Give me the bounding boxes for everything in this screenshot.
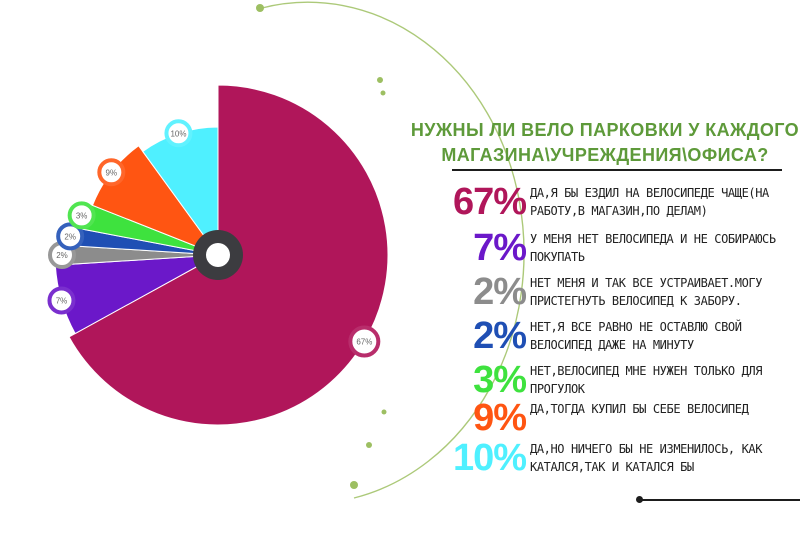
slice-label-2: 7% [56, 296, 68, 305]
decorative-dot [256, 4, 264, 12]
legend-percent: 3% [473, 359, 527, 401]
legend-item-3: 2% Нет меня и так все устраивает.Могу при… [440, 270, 790, 314]
legend-text: Нет,я все равно не оставлю свой велосипе… [530, 320, 742, 352]
slice-label-badge-1 [348, 325, 381, 358]
slice-label-badge-6 [97, 158, 126, 187]
legend-item-4: 2% Нет,я все равно не оставлю свой велоси… [440, 314, 790, 358]
legend-text: У меня нет велосипеда и не собираюсь пок… [530, 232, 776, 264]
center-hub-hole [206, 243, 230, 267]
decorative-dot [350, 481, 358, 489]
legend-text: Да,тогда купил бы себе велосипед [530, 402, 749, 416]
legend-text: Нет,велосипед мне нужен только для прогу… [530, 364, 763, 396]
slice-label-6: 9% [106, 168, 118, 177]
bottom-divider [640, 499, 800, 501]
legend-item-2: 7% У меня нет велосипеда и не собираюсь п… [440, 226, 790, 270]
legend-text: Да,но ничего бы не изменилось, как катал… [530, 442, 763, 474]
decorative-dot [377, 77, 383, 83]
decorative-dot [380, 90, 386, 96]
slice-label-7: 10% [170, 129, 186, 138]
slice-label-badge-4 [56, 222, 85, 251]
decorative-dot [366, 442, 372, 448]
chart-title: НУЖНЫ ЛИ ВЕЛО ПАРКОВКИ У КАЖДОГО МАГАЗИН… [410, 120, 800, 165]
legend-text: Нет меня и так все устраивает.Могу прист… [530, 276, 763, 308]
slice-label-badge-7 [164, 119, 193, 148]
decorative-dot [381, 409, 387, 415]
legend-item-5: 3% Нет,велосипед мне нужен только для про… [440, 358, 790, 402]
title-divider [452, 169, 782, 171]
slice-label-3: 2% [56, 251, 68, 260]
legend-text: Да,я бы ездил на велосипеде чаще(на рабо… [530, 186, 769, 218]
slice-label-4: 2% [64, 232, 76, 241]
slice-label-1: 67% [356, 338, 372, 347]
legend-percent: 2% [473, 271, 527, 313]
legend-percent: 9% [473, 397, 527, 439]
legend-item-1: 67% Да,я бы ездил на велосипеде чаще(на р… [440, 180, 790, 224]
bottom-divider-dot [636, 496, 643, 503]
legend-item-6: 9% Да,тогда купил бы себе велосипед [440, 396, 790, 440]
legend-percent: 2% [473, 315, 527, 357]
legend-percent: 7% [473, 227, 527, 269]
legend-percent: 10% [452, 437, 527, 479]
slice-label-5: 3% [76, 211, 88, 220]
legend-percent: 67% [452, 181, 527, 223]
slice-label-badge-2 [47, 286, 76, 315]
slice-label-badge-5 [67, 201, 96, 230]
decorative-arc [261, 1, 525, 499]
legend-item-7: 10% Да,но ничего бы не изменилось, как ка… [440, 436, 790, 480]
